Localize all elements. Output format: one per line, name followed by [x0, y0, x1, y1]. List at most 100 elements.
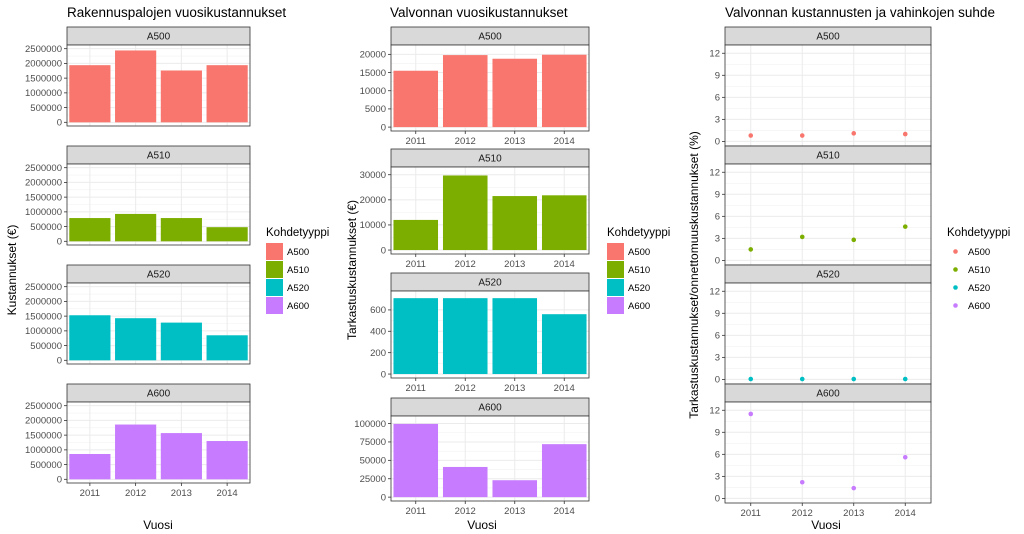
chart2-a520-bar-2013	[492, 298, 538, 375]
chart2-a600-ytick-label: 0	[381, 492, 386, 503]
chart2-a520-bar-2014	[541, 314, 587, 375]
chart2-a510-bar-2014	[541, 195, 587, 251]
chart2-a600-bar-2014	[541, 444, 587, 498]
chart1-a510-ytick-label: 2500000	[25, 163, 62, 174]
chart3-a520-panel	[725, 283, 931, 384]
chart3-legend-a510-key	[953, 267, 958, 272]
chart2-legend-a500-label: A500	[628, 247, 650, 258]
chart3-a600-ytick-label: 3	[715, 472, 720, 483]
chart3-a520-point-2013	[851, 376, 857, 382]
chart2-legend-title: Kohdetyyppi	[607, 227, 670, 239]
chart1-a510-ytick-label: 2000000	[25, 178, 62, 189]
chart3-legend-a500-label: A500	[968, 247, 990, 258]
chart2-a520-ytick-label: 200	[370, 348, 386, 359]
chart2-legend-a600-key	[607, 297, 624, 314]
chart2-legend-a510-key	[607, 261, 624, 278]
chart1-a500-ytick-label: 500000	[30, 103, 62, 114]
chart3-a510-point-2011	[748, 247, 754, 252]
chart1-a600-ytick-label: 0	[57, 475, 62, 486]
chart2-a520-bar-2012	[442, 298, 488, 375]
chart3-legend-a520-key	[953, 285, 958, 290]
chart1-a510-bar-2014	[206, 227, 248, 242]
chart1-ylabel: Kustannukset (€)	[5, 225, 19, 316]
chart3-a500-point-2012	[799, 133, 805, 138]
chart1-a500-bar-2011	[69, 65, 111, 123]
chart3-xlabel: Vuosi	[811, 518, 841, 532]
chart2-a520-border	[390, 290, 590, 379]
chart1-a520-ytick-label: 0	[57, 356, 62, 367]
chart2-title: Valvonnan vuosikustannukset	[390, 5, 568, 20]
chart1-legend-a500-label: A500	[287, 247, 309, 258]
chart3-a500-ytick-label: 3	[715, 115, 720, 126]
chart1-a500-ytick-label: 0	[57, 118, 62, 129]
chart1-a520-bar-2011	[69, 315, 111, 361]
chart3-a510-ytick-label: 12	[709, 168, 720, 179]
chart1-a600-xtick-label: 2011	[80, 488, 100, 499]
chart1-a520-ytick-label: 2000000	[25, 297, 62, 308]
chart3-a510-ytick-label: 9	[715, 190, 720, 201]
chart1-a500-strip-label: A500	[147, 32, 171, 43]
chart3-a500-point-2013	[851, 131, 857, 136]
chart2-a520-xtick-label: 2011	[406, 383, 426, 394]
chart1-a600-ytick-label: 2500000	[25, 401, 62, 412]
chart1-legend-a600-label: A600	[287, 301, 309, 312]
chart1-a500-ytick-label: 1000000	[25, 88, 62, 99]
chart2-a600-ytick-label: 50000	[360, 456, 386, 467]
chart1-a520-bar-2012	[115, 318, 157, 361]
chart2-a600-ytick-label: 75000	[360, 437, 386, 448]
chart1-legend-a520-label: A520	[287, 283, 309, 294]
chart3-a510-ytick-label: 3	[715, 234, 720, 245]
chart3-a600-point-2013	[851, 485, 857, 491]
chart3-a500-point-2014	[902, 131, 908, 137]
chart2-a510-bar-2011	[393, 219, 439, 251]
chart2-a500-xtick-label: 2013	[504, 136, 525, 147]
chart2-a510-ytick-label: 30000	[360, 170, 386, 181]
chart1-a600-bar-2014	[206, 441, 248, 480]
chart1-a600-xtick-label: 2014	[217, 488, 238, 499]
chart2-a510-border	[390, 166, 590, 255]
chart2-a500-bar-2011	[393, 70, 439, 128]
chart1-a500-bar-2013	[160, 70, 202, 123]
chart1-a520-ytick-label: 2500000	[25, 282, 62, 293]
chart2-a500-ytick-label: 10000	[360, 86, 386, 97]
chart2-a510-xtick-label: 2012	[455, 259, 476, 270]
chart2-a600-bar-2012	[442, 466, 488, 498]
chart1-a510-ytick-label: 1000000	[25, 207, 62, 218]
chart2-legend-a520-label: A520	[628, 283, 650, 294]
chart1-a510-bar-2012	[115, 213, 157, 242]
chart3-a520-ytick-label: 6	[715, 331, 720, 342]
chart2-a600-border	[390, 415, 590, 502]
chart2-a510-xtick-label: 2013	[504, 259, 525, 270]
chart3-a600-ytick-label: 9	[715, 428, 720, 439]
chart1-a510-ytick-label: 1500000	[25, 192, 62, 203]
chart3-a500-ytick-label: 6	[715, 93, 720, 104]
chart3-a500-panel	[725, 45, 931, 146]
chart2-a600-ytick-label: 100000	[354, 419, 386, 430]
chart3-a520-ytick-label: 9	[715, 309, 720, 320]
chart3-a600-point-2012	[799, 479, 805, 485]
chart3-a500-strip-label: A500	[816, 32, 840, 43]
chart1-a600-bar-2011	[69, 453, 111, 480]
chart1-a510-ytick-label: 0	[57, 237, 62, 248]
chart3-a520-point-2012	[799, 376, 805, 382]
chart2-legend-a500-key	[607, 243, 624, 260]
chart2-a600-ytick-label: 25000	[360, 474, 386, 485]
chart1-a510-bar-2013	[160, 218, 202, 242]
chart1-a520-bar-2014	[206, 335, 248, 361]
chart2-a520-xtick-label: 2013	[504, 383, 525, 394]
chart1-a500-bar-2014	[206, 65, 248, 123]
chart2-a520-ytick-label: 600	[370, 305, 386, 316]
chart2-a510-bar-2013	[492, 196, 538, 251]
chart2-a500-xtick-label: 2014	[554, 136, 575, 147]
chart3-legend-title: Kohdetyyppi	[947, 227, 1010, 239]
chart1-a520-bar-2013	[160, 322, 202, 361]
chart1-legend-a520-key	[266, 279, 283, 296]
chart1-a600-ytick-label: 1500000	[25, 430, 62, 441]
chart3-a600-strip-label: A600	[816, 389, 840, 400]
chart3-a510-ytick-label: 6	[715, 212, 720, 223]
chart3-a510-point-2012	[799, 234, 805, 240]
chart1-xlabel: Vuosi	[143, 518, 173, 532]
chart3-a500-ytick-label: 0	[715, 137, 720, 148]
chart2-legend-a510-label: A510	[628, 265, 650, 276]
chart3-a500-point-2011	[748, 133, 754, 138]
